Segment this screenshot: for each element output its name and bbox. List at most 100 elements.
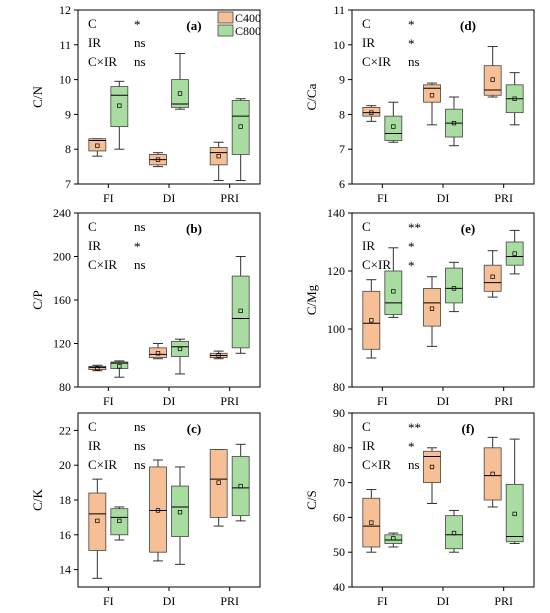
- y-tick-label: 7: [65, 177, 71, 191]
- chart-panel-5: 14 16 18 20 22 C/K FI DI PRI C ns IR ns C×IR ns (c): [30, 412, 261, 608]
- box-iqr: [445, 515, 463, 550]
- stat-label: IR: [362, 438, 375, 453]
- box-iqr: [110, 508, 129, 536]
- box-c400-fi: [362, 279, 381, 359]
- box-mean-marker: [95, 518, 100, 524]
- stat-label: IR: [88, 438, 101, 453]
- stat-significance: ns: [408, 457, 420, 472]
- stat-label: IR: [362, 238, 375, 253]
- box-mean-marker: [155, 157, 161, 162]
- y-tick-label: 10: [333, 38, 345, 52]
- box-c800-pri: [231, 98, 250, 182]
- stat-significance: *: [408, 239, 415, 254]
- box-mean-marker: [391, 124, 396, 129]
- chart-panel-1: 7 8 9 10 11 12 C/N FI DI PRI C * IR ns C×IR ns (a): [30, 3, 261, 205]
- chart-panel-4: 80 100 120 140 C/Mg FI DI PRI C ** IR * C×IR * (e): [304, 206, 535, 408]
- y-axis-label: C/Ca: [304, 83, 319, 110]
- box-c800-fi: [384, 101, 403, 143]
- y-tick-label: 8: [65, 142, 71, 156]
- x-tick-label: FI: [377, 594, 388, 608]
- stat-label: C: [88, 219, 97, 234]
- box-mean-marker: [429, 464, 435, 470]
- box-c800-pri: [505, 229, 524, 275]
- y-tick-label: 12: [59, 3, 71, 17]
- y-tick-label: 10: [59, 73, 71, 87]
- box-c400-pri: [483, 436, 502, 508]
- stat-label: C: [362, 419, 371, 434]
- box-c400-pri: [209, 449, 228, 527]
- x-tick-label: PRI: [220, 191, 239, 205]
- x-tick-label: PRI: [220, 594, 239, 608]
- box-iqr: [149, 347, 167, 359]
- box-mean-marker: [512, 511, 517, 517]
- y-axis-label: C/Mg: [304, 284, 319, 315]
- box-mean-marker: [117, 364, 122, 369]
- box-c800-di: [171, 53, 189, 110]
- box-iqr: [362, 107, 381, 117]
- y-tick-label: 80: [333, 441, 345, 455]
- box-iqr: [483, 65, 502, 96]
- stat-significance: *: [408, 17, 415, 32]
- stat-label: C: [362, 16, 371, 31]
- box-iqr: [423, 287, 441, 327]
- box-c800-fi: [384, 247, 403, 318]
- panel-label: (d): [460, 18, 476, 33]
- box-c800-pri: [231, 443, 250, 522]
- stat-significance: *: [134, 239, 141, 254]
- box-iqr: [362, 497, 381, 548]
- stat-label: C×IR: [88, 457, 117, 472]
- y-tick-label: 70: [333, 476, 345, 490]
- box-c400-pri: [209, 350, 228, 360]
- stat-significance: ns: [134, 457, 146, 472]
- x-tick-label: FI: [377, 394, 388, 408]
- box-mean-marker: [451, 530, 457, 536]
- box-iqr: [88, 365, 107, 370]
- box-mean-marker: [512, 251, 517, 256]
- box-c800-fi: [110, 80, 129, 150]
- chart-panel-2: 6 7 8 9 10 11 C/Ca FI DI PRI C * IR * C×IR ns (d): [304, 3, 535, 205]
- y-tick-label: 11: [333, 3, 345, 17]
- box-iqr: [362, 290, 381, 350]
- stat-label: IR: [88, 35, 101, 50]
- box-c800-di: [171, 338, 189, 375]
- box-mean-marker: [95, 143, 100, 148]
- stat-label: C×IR: [88, 257, 117, 272]
- y-axis-label: C/K: [30, 489, 45, 511]
- box-iqr: [110, 86, 129, 127]
- stat-significance: **: [408, 220, 421, 235]
- y-tick-label: 140: [327, 206, 345, 220]
- box-c800-di: [445, 96, 463, 147]
- stat-significance: *: [408, 439, 415, 454]
- y-tick-label: 240: [53, 206, 71, 220]
- box-iqr: [231, 456, 250, 517]
- panel-label: (a): [186, 18, 201, 33]
- legend-swatch-c400: [217, 11, 234, 24]
- box-mean-marker: [216, 154, 221, 159]
- box-iqr: [231, 100, 250, 155]
- box-iqr: [209, 449, 228, 518]
- box-mean-marker: [216, 480, 221, 485]
- y-tick-label: 11: [59, 38, 71, 52]
- box-mean-marker: [177, 510, 183, 515]
- x-tick-label: FI: [103, 394, 114, 408]
- box-iqr: [483, 447, 502, 501]
- y-axis-label: C/S: [304, 490, 319, 510]
- box-mean-marker: [177, 346, 183, 352]
- box-mean-marker: [490, 77, 495, 82]
- stat-significance: **: [408, 420, 421, 435]
- box-c400-di: [149, 459, 167, 562]
- y-tick-label: 9: [339, 73, 345, 87]
- legend-label: C800: [235, 24, 261, 38]
- box-c400-di: [149, 152, 167, 168]
- stat-significance: ns: [134, 54, 146, 69]
- box-c400-fi: [362, 105, 381, 122]
- box-mean-marker: [155, 351, 161, 356]
- box-c400-fi: [362, 489, 381, 553]
- box-iqr: [423, 450, 441, 483]
- box-iqr: [445, 267, 463, 304]
- box-c800-di: [445, 509, 463, 553]
- y-tick-label: 90: [333, 406, 345, 420]
- box-iqr: [171, 79, 189, 108]
